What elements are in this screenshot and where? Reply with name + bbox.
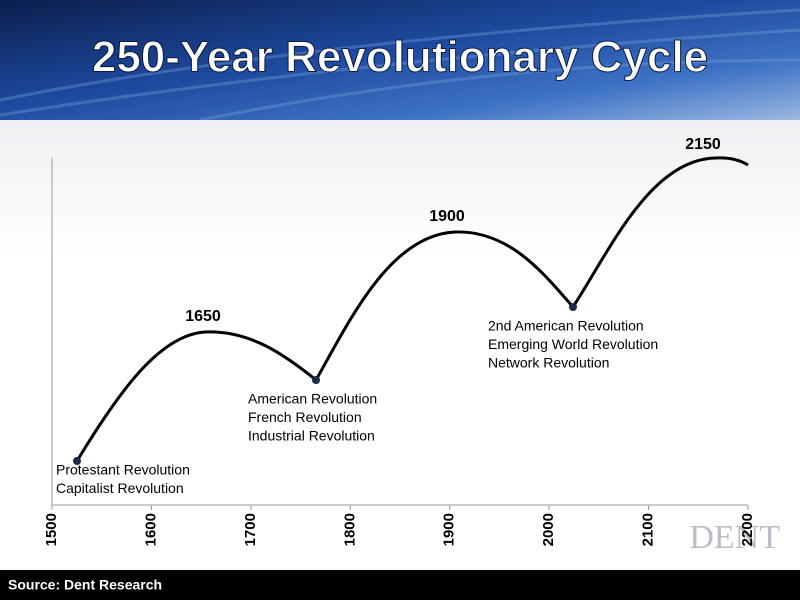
trough-label: Emerging World Revolution	[488, 336, 658, 352]
peak-label: 1650	[185, 308, 221, 325]
trough-label: Capitalist Revolution	[56, 480, 184, 496]
x-tick-label: 1600	[142, 513, 159, 546]
trough-label: American Revolution	[248, 391, 377, 407]
trough-dot	[312, 376, 320, 384]
footer-bg	[0, 570, 800, 600]
x-tick-label: 2200	[739, 513, 756, 546]
peak-label: 1900	[429, 208, 465, 225]
header-streaks	[0, 8, 800, 122]
x-tick-label: 1800	[341, 513, 358, 546]
body-bg	[0, 120, 800, 570]
trough-label: 2nd American Revolution	[488, 318, 644, 334]
x-tick-label: 1700	[242, 513, 259, 546]
x-tick-label: 2100	[640, 513, 657, 546]
logo: DENT	[689, 519, 780, 556]
x-tick-label: 1500	[43, 513, 60, 546]
peak-label: 2150	[685, 136, 721, 153]
trough-dot	[73, 457, 81, 465]
x-tick-label: 2000	[540, 513, 557, 546]
footer-source: Source: Dent Research	[8, 577, 162, 593]
cycle-curve	[75, 156, 749, 462]
trough-dot	[569, 303, 577, 311]
title: 250-Year Revolutionary Cycle	[92, 33, 708, 82]
header-bg	[0, 0, 800, 120]
x-tick-label: 1900	[441, 513, 458, 546]
trough-label: French Revolution	[248, 409, 362, 425]
trough-label: Network Revolution	[488, 355, 609, 371]
trough-label: Protestant Revolution	[56, 462, 190, 478]
trough-label: Industrial Revolution	[248, 428, 375, 444]
